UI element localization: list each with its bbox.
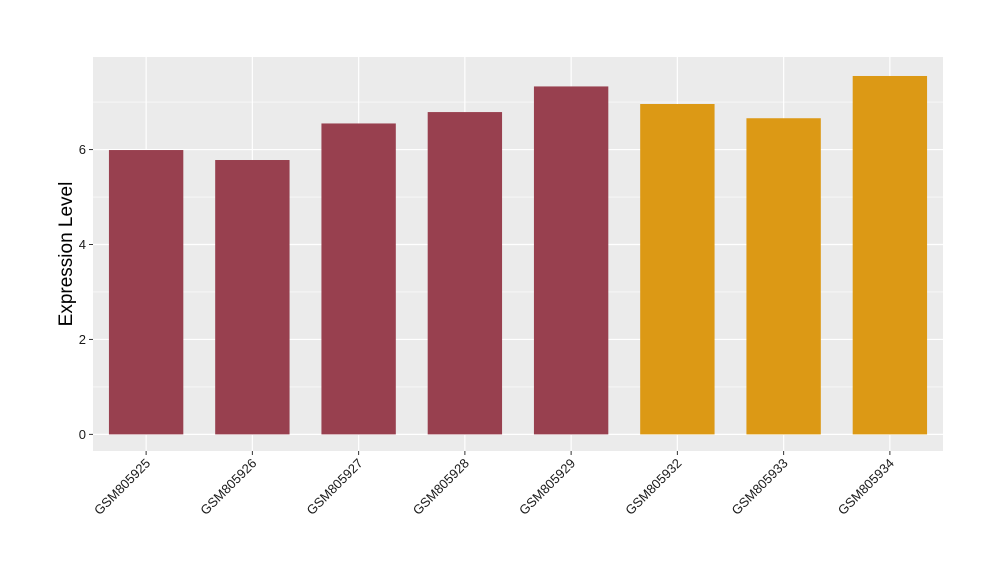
x-tick-label: GSM805933 bbox=[729, 456, 791, 518]
bar-GSM805934 bbox=[853, 76, 927, 434]
y-axis: 0 2 4 6 bbox=[79, 142, 93, 442]
x-axis: GSM805925 GSM805926 GSM805927 GSM805928 GSM8… bbox=[91, 451, 897, 518]
x-tick-label: GSM805927 bbox=[304, 456, 366, 518]
bar-GSM805932 bbox=[640, 104, 714, 434]
y-tick-label: 0 bbox=[79, 427, 86, 442]
bar-GSM805928 bbox=[428, 112, 502, 434]
y-axis-title: Expression Level bbox=[56, 182, 77, 327]
x-tick-label: GSM805929 bbox=[516, 456, 578, 518]
y-tick-label: 4 bbox=[79, 237, 86, 252]
x-tick-label: GSM805932 bbox=[622, 456, 684, 518]
bar-GSM805933 bbox=[746, 118, 820, 434]
bar-GSM805927 bbox=[321, 123, 395, 434]
y-tick-label: 2 bbox=[79, 332, 86, 347]
y-tick-label: 6 bbox=[79, 142, 86, 157]
x-tick-label: GSM805934 bbox=[835, 456, 897, 518]
x-tick-label: GSM805926 bbox=[197, 456, 259, 518]
bar-GSM805925 bbox=[109, 150, 183, 434]
x-tick-label: GSM805925 bbox=[91, 456, 153, 518]
bar-GSM805926 bbox=[215, 160, 289, 434]
x-tick-label: GSM805928 bbox=[410, 456, 472, 518]
bar-GSM805929 bbox=[534, 86, 608, 434]
